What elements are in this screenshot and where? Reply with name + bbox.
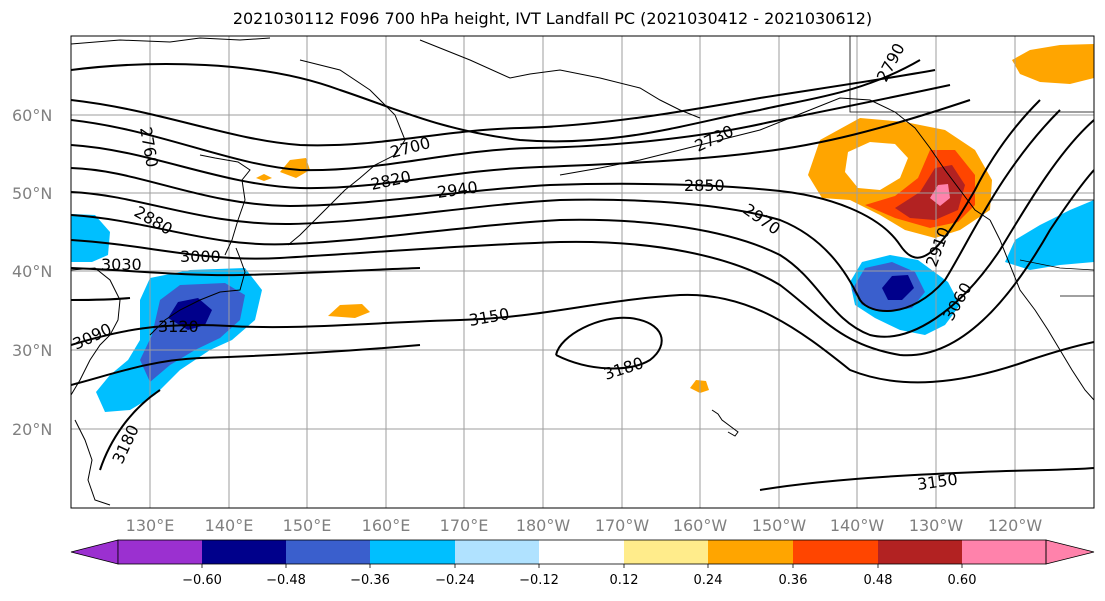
colorbar-segment bbox=[118, 540, 202, 564]
shade-japan-mid bbox=[140, 283, 245, 382]
contour-label: 2940 bbox=[436, 177, 479, 201]
contour-label: 3150 bbox=[467, 304, 510, 330]
colorbar-segment bbox=[370, 540, 455, 564]
colorbar-segment bbox=[962, 540, 1046, 564]
contour-label: 2820 bbox=[369, 167, 413, 194]
shade-west-edge bbox=[71, 214, 110, 262]
lon-label: 170°E bbox=[440, 516, 489, 535]
lat-label-60n: 60°N bbox=[12, 106, 52, 125]
colorbar-tick-label: 0.60 bbox=[948, 573, 977, 588]
shade-kamchatka bbox=[280, 158, 310, 178]
colorbar-segment bbox=[539, 540, 624, 564]
map-content bbox=[71, 36, 1094, 508]
graticule bbox=[71, 36, 1094, 508]
height-contours bbox=[71, 59, 1094, 491]
shade-alaska-pink bbox=[930, 184, 950, 206]
contour-label: 3030 bbox=[101, 255, 142, 274]
shade-eastpac-dark bbox=[882, 275, 914, 300]
contour-label: 2970 bbox=[740, 200, 784, 239]
map-title: 2021030112 F096 700 hPa height, IVT Land… bbox=[232, 9, 873, 28]
lon-label: 180°W bbox=[516, 516, 571, 535]
colorbar-segment bbox=[202, 540, 286, 564]
colorbar-extend-low bbox=[70, 539, 119, 565]
contour-label: 3090 bbox=[70, 319, 115, 353]
lon-label: 140°W bbox=[830, 516, 885, 535]
lat-label-40n: 40°N bbox=[12, 262, 52, 281]
lon-label: 130°W bbox=[909, 516, 964, 535]
colorbar-tick-label: 0.48 bbox=[864, 573, 893, 588]
colorbar-segment bbox=[793, 540, 878, 564]
colorbar-tick-label: 0.24 bbox=[694, 573, 723, 588]
colorbar-segment bbox=[455, 540, 539, 564]
lon-label: 170°W bbox=[595, 516, 650, 535]
borders bbox=[849, 36, 1094, 297]
contour-label: 2760 bbox=[136, 125, 162, 168]
shade-pnw bbox=[1005, 200, 1094, 270]
colorbar-segment bbox=[286, 540, 370, 564]
longitude-labels: 130°E 140°E 150°E 160°E 170°E 180°W 170°… bbox=[126, 516, 1043, 535]
colorbar-tick-label: −0.12 bbox=[519, 573, 559, 588]
contour-label: 2850 bbox=[684, 176, 725, 195]
contour-label: 2700 bbox=[388, 133, 432, 162]
contour-label: 3150 bbox=[916, 469, 959, 493]
lon-label: 160°E bbox=[362, 516, 411, 535]
latitude-labels: 60°N 50°N 40°N 30°N 20°N bbox=[12, 106, 52, 439]
colorbar-segment bbox=[708, 540, 793, 564]
lon-label: 130°E bbox=[126, 516, 175, 535]
lon-label: 160°W bbox=[673, 516, 728, 535]
shade-midpac bbox=[328, 304, 370, 318]
colorbar-frame bbox=[117, 539, 1047, 565]
lon-label: 150°W bbox=[752, 516, 807, 535]
ivt-shading bbox=[71, 44, 1094, 412]
shade-kamchatka2 bbox=[256, 174, 272, 181]
lat-label-20n: 20°N bbox=[12, 420, 52, 439]
colorbar-tick-label: −0.48 bbox=[266, 573, 306, 588]
lon-label: 120°W bbox=[988, 516, 1043, 535]
colorbar-tick-label: −0.60 bbox=[182, 573, 222, 588]
lon-label: 150°E bbox=[283, 516, 332, 535]
colorbar-ticks bbox=[201, 564, 963, 568]
colorbar-tick-label: −0.24 bbox=[435, 573, 475, 588]
colorbar-extend-high bbox=[1045, 539, 1095, 565]
shade-japan-dark bbox=[168, 298, 212, 330]
lat-label-50n: 50°N bbox=[12, 184, 52, 203]
colorbar-tick-label: 0.12 bbox=[610, 573, 639, 588]
shade-canada bbox=[1012, 44, 1094, 84]
colorbar-tick-label: 0.36 bbox=[779, 573, 808, 588]
contour-label: 3180 bbox=[601, 353, 646, 384]
colorbar: −0.60 −0.48 −0.36 −0.24 −0.12 0.12 0.24 … bbox=[70, 539, 1095, 588]
lon-label: 140°E bbox=[205, 516, 254, 535]
colorbar-segment bbox=[878, 540, 962, 564]
contour-label: 3120 bbox=[158, 317, 199, 336]
contour-label: 2790 bbox=[873, 40, 909, 85]
map-frame bbox=[70, 35, 1095, 509]
lat-label-30n: 30°N bbox=[12, 341, 52, 360]
colorbar-segment bbox=[624, 540, 708, 564]
colorbar-tick-label: −0.36 bbox=[350, 573, 390, 588]
contour-label: 3000 bbox=[180, 247, 221, 266]
contour-label: 2730 bbox=[692, 121, 737, 155]
shade-alaska-white bbox=[845, 142, 908, 190]
contour-label: 2880 bbox=[131, 202, 176, 239]
contour-label: 3180 bbox=[108, 422, 142, 467]
